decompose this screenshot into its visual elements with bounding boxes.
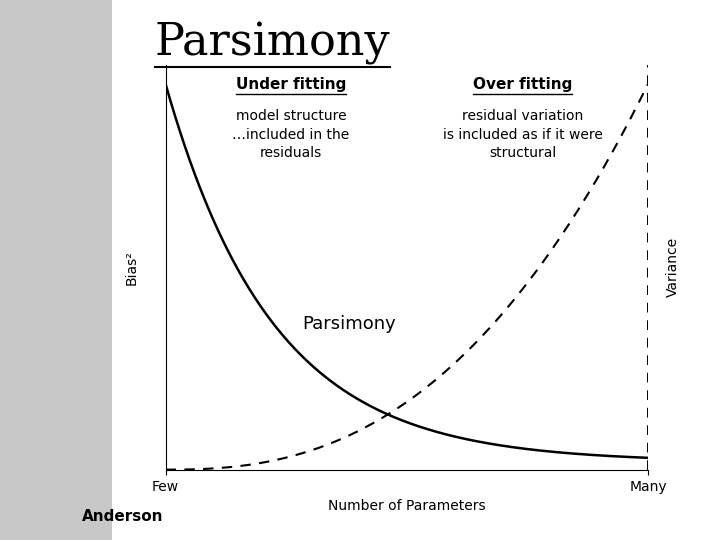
- Text: Parsimony: Parsimony: [302, 315, 396, 333]
- Text: model structure
…included in the
residuals: model structure …included in the residua…: [233, 109, 350, 160]
- Text: Bias²: Bias²: [125, 250, 139, 285]
- Text: Under fitting: Under fitting: [236, 77, 346, 92]
- X-axis label: Number of Parameters: Number of Parameters: [328, 499, 485, 513]
- Text: Over fitting: Over fitting: [473, 77, 572, 92]
- Text: residual variation
is included as if it were
structural: residual variation is included as if it …: [443, 109, 603, 160]
- Text: Variance: Variance: [666, 237, 680, 298]
- Text: Anderson: Anderson: [81, 509, 163, 524]
- Text: Parsimony: Parsimony: [155, 22, 390, 65]
